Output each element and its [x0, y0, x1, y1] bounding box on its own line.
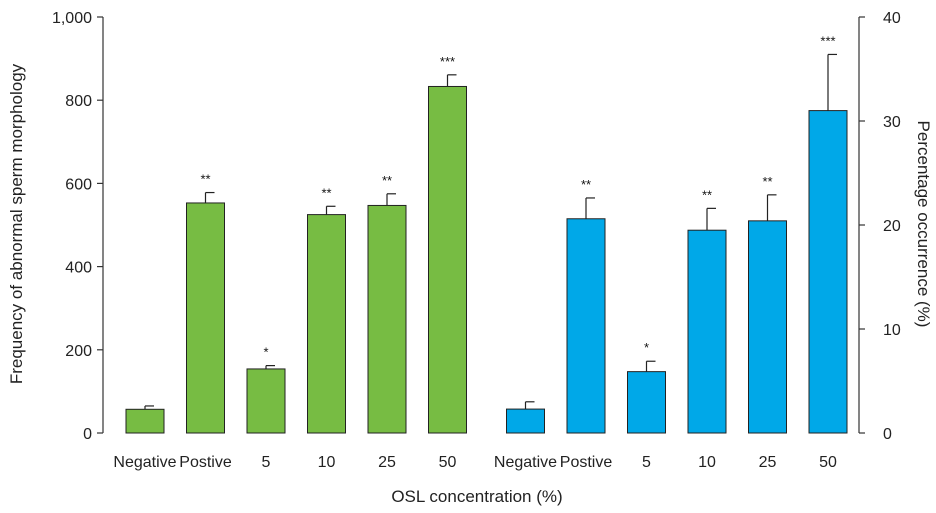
bar [748, 220, 787, 434]
bar [246, 368, 286, 434]
significance-label: *** [440, 54, 455, 69]
x-tick-label: Negative [113, 454, 176, 471]
y-right-tick-label: 10 [883, 322, 901, 339]
x-tick-label: 25 [759, 454, 777, 471]
y-left-tick-label: 400 [65, 260, 92, 277]
bar [186, 202, 225, 434]
bar [307, 214, 346, 434]
chart-marks: Negative**Postive*5**10**25***50 Negative… [113, 33, 848, 471]
x-tick-label: Postive [179, 454, 232, 471]
x-tick-label: 50 [439, 454, 457, 471]
significance-label: ** [200, 172, 210, 187]
axes: 0 200 400 600 800 1,000 0 10 20 30 40 [52, 10, 901, 443]
x-tick-label: 50 [819, 454, 837, 471]
bar [367, 204, 407, 434]
significance-label: * [263, 345, 268, 360]
y-right-tick-label: 20 [883, 218, 901, 235]
y-right-tick-label: 40 [883, 10, 901, 27]
significance-label: ** [762, 174, 772, 189]
y-right-tick-label: 0 [883, 426, 892, 443]
bar [627, 371, 666, 434]
bar [687, 229, 727, 434]
significance-label: *** [820, 33, 835, 48]
significance-label: ** [581, 177, 591, 192]
bar [566, 218, 606, 434]
x-tick-label: 10 [318, 454, 336, 471]
x-tick-label: 10 [698, 454, 716, 471]
x-tick-label: 5 [642, 454, 651, 471]
significance-label: ** [382, 173, 392, 188]
y-axis-left-title: Frequency of abnormal sperm morphology [7, 63, 26, 384]
significance-label: ** [321, 185, 331, 200]
bar [506, 408, 545, 434]
x-tick-label: Postive [560, 454, 613, 471]
x-tick-label: Negative [494, 454, 557, 471]
x-tick-label: 25 [378, 454, 396, 471]
y-axis-right-title: Percentage occurrence (%) [914, 121, 933, 328]
y-left-tick-label: 600 [65, 176, 92, 193]
y-left-tick-label: 1,000 [52, 10, 92, 27]
significance-label: * [644, 340, 649, 355]
bar [125, 408, 165, 434]
y-left-tick-label: 0 [83, 426, 92, 443]
x-tick-label: 5 [262, 454, 271, 471]
y-left-tick-label: 200 [65, 343, 92, 360]
bar [808, 110, 848, 434]
bar [428, 85, 467, 434]
y-right-tick-label: 30 [883, 114, 901, 131]
y-left-tick-label: 800 [65, 93, 92, 110]
significance-label: ** [702, 187, 712, 202]
x-axis-title: OSL concentration (%) [391, 487, 562, 506]
